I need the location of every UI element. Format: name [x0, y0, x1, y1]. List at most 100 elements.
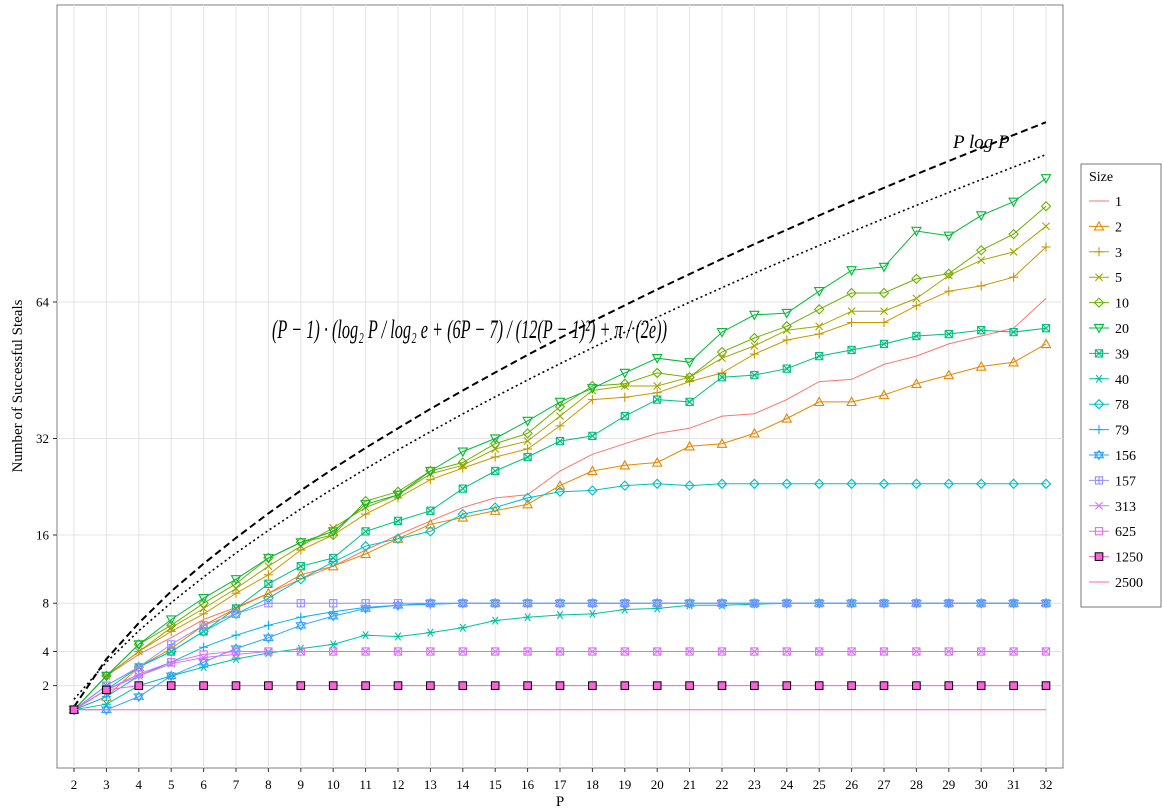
- data-point: [651, 456, 663, 467]
- series-20: [68, 174, 1052, 716]
- data-point: [134, 681, 144, 690]
- y-ticks: 2 4 8 16 32 64: [36, 295, 57, 693]
- data-point: [491, 647, 500, 656]
- x-tick-label: 19: [618, 777, 631, 792]
- legend-item-157: 157: [1089, 474, 1136, 489]
- data-point: [167, 640, 176, 649]
- data-point: [264, 681, 273, 690]
- data-point: [846, 287, 857, 299]
- x-tick-label: 17: [554, 777, 568, 792]
- x-tick-label: 15: [489, 777, 502, 792]
- data-point: [264, 562, 273, 571]
- data-point: [685, 681, 694, 690]
- data-point: [620, 681, 630, 690]
- data-point: [198, 594, 210, 604]
- data-point: [167, 658, 176, 667]
- data-point: [556, 412, 564, 421]
- legend-item-313: 313: [1089, 500, 1136, 515]
- legend-swatch-marker: [1093, 449, 1105, 461]
- x-tick-label: 29: [942, 777, 955, 792]
- data-point: [847, 599, 856, 608]
- data-point: [231, 609, 241, 619]
- data-point: [393, 516, 403, 526]
- data-point: [167, 623, 176, 632]
- data-point: [911, 478, 922, 490]
- data-point: [393, 632, 403, 641]
- legend-item-label: 2: [1115, 220, 1122, 235]
- data-point: [588, 681, 597, 690]
- legend-swatch-marker: [1093, 398, 1105, 410]
- data-point: [684, 358, 696, 368]
- data-point: [296, 562, 305, 571]
- data-point: [750, 599, 759, 608]
- data-point: [295, 573, 307, 585]
- data-point: [781, 478, 793, 490]
- data-point: [652, 681, 662, 690]
- data-point: [651, 478, 663, 490]
- data-point: [716, 346, 728, 358]
- legend-item-label: 20: [1115, 322, 1129, 337]
- legend-item-label: 3: [1115, 246, 1122, 261]
- data-point: [296, 681, 306, 690]
- data-point: [491, 599, 500, 608]
- data-point: [263, 570, 273, 580]
- series-group: [68, 174, 1052, 716]
- data-point: [1009, 247, 1018, 256]
- data-point: [814, 329, 824, 339]
- data-point: [619, 368, 631, 379]
- data-point: [264, 599, 273, 608]
- data-point: [813, 304, 825, 315]
- data-point: [782, 364, 791, 373]
- x-tick-label: 3: [103, 777, 110, 792]
- data-point: [944, 647, 953, 656]
- data-point: [879, 647, 889, 656]
- data-point: [134, 669, 143, 679]
- data-point: [976, 281, 986, 291]
- data-point: [165, 620, 177, 631]
- data-point: [263, 620, 273, 630]
- data-point: [717, 373, 727, 382]
- legend-item-label: 2500: [1115, 576, 1143, 591]
- data-point: [264, 579, 273, 588]
- legend-swatch-marker: [1094, 374, 1104, 383]
- data-point: [165, 615, 177, 626]
- data-point: [943, 231, 955, 242]
- data-point: [133, 640, 145, 651]
- data-point: [814, 681, 824, 690]
- data-point: [231, 588, 241, 598]
- legend-item-label: 79: [1115, 424, 1129, 439]
- data-point: [133, 691, 145, 703]
- data-point: [296, 599, 305, 608]
- data-point: [815, 351, 824, 361]
- legend-swatch-marker: [1093, 323, 1105, 334]
- legend-item-625: 625: [1089, 525, 1136, 540]
- data-point: [360, 540, 371, 552]
- legend-item-label: 39: [1115, 347, 1129, 362]
- series-line: [73, 651, 1046, 711]
- data-point: [231, 681, 241, 690]
- data-point: [1008, 478, 1019, 490]
- data-point: [555, 436, 565, 446]
- data-point: [230, 578, 242, 590]
- data-point: [944, 329, 953, 339]
- data-point: [425, 475, 435, 485]
- data-point: [748, 427, 760, 438]
- data-point: [231, 647, 241, 656]
- data-point: [361, 599, 370, 608]
- data-point: [360, 500, 372, 510]
- y-tick-label: 64: [36, 295, 50, 310]
- data-point: [1009, 599, 1018, 608]
- data-point: [327, 556, 339, 568]
- data-point: [684, 480, 695, 491]
- x-tick-label: 18: [586, 777, 599, 792]
- legend-item-10: 10: [1089, 297, 1129, 312]
- data-point: [100, 704, 112, 716]
- data-point: [878, 389, 890, 400]
- data-point: [522, 492, 533, 504]
- legend-item-label: 5: [1115, 271, 1122, 286]
- data-point: [554, 479, 566, 490]
- data-point: [393, 599, 403, 608]
- series-39: [69, 324, 1051, 714]
- x-tick-label: 20: [651, 777, 664, 792]
